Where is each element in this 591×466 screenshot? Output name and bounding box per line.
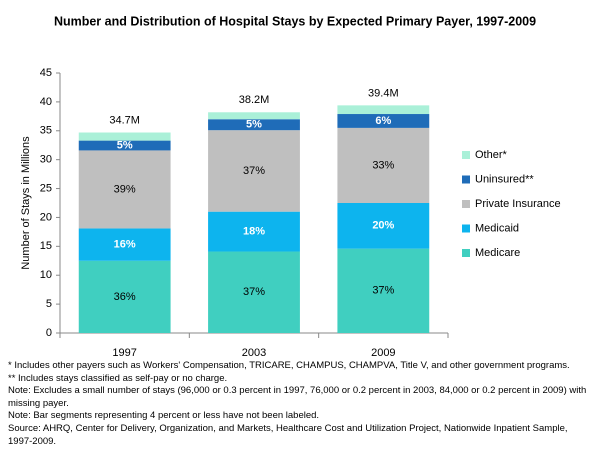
- segment-label: 37%: [243, 286, 265, 298]
- footnote: Note: Bar segments representing 4 percen…: [8, 410, 320, 422]
- chart-title: Number and Distribution of Hospital Stay…: [54, 14, 536, 28]
- segment-label: 37%: [372, 285, 394, 297]
- total-label: 38.2M: [239, 94, 270, 106]
- legend-swatch: [462, 224, 470, 233]
- bar-segment: [337, 127, 430, 203]
- total-label: 34.7M: [109, 114, 140, 126]
- x-tick-label: 1997: [112, 347, 136, 359]
- segment-label: 33%: [372, 159, 394, 171]
- footnote: Note: Excludes a small number of stays (…: [8, 385, 587, 409]
- footnote: Source: AHRQ, Center for Delivery, Organ…: [8, 422, 568, 447]
- y-tick-label: 35: [40, 125, 52, 137]
- bar-segment: [78, 228, 171, 261]
- segment-label: 5%: [117, 139, 133, 151]
- x-tick-label: 2003: [242, 347, 266, 359]
- legend-label: Medicaid: [475, 222, 519, 234]
- segment-label: 39%: [114, 183, 136, 195]
- legend-swatch: [462, 151, 470, 159]
- bar-segment: [78, 150, 171, 229]
- legend-label: Other*: [475, 149, 508, 161]
- bar-segment: [208, 119, 300, 131]
- legend-label: Private Insurance: [475, 198, 561, 210]
- footnote: ** Includes stays classified as self-pay…: [8, 372, 228, 384]
- segment-label: 20%: [372, 220, 394, 232]
- footnote: * Includes other payers such as Workers'…: [8, 360, 570, 371]
- segment-label: 18%: [243, 226, 265, 238]
- bar-segment: [208, 211, 300, 252]
- total-label: 39.4M: [368, 87, 399, 99]
- y-tick-label: 30: [40, 154, 52, 166]
- chart: Number and Distribution of Hospital Stay…: [20, 14, 561, 359]
- legend-label: Uninsured**: [475, 173, 534, 185]
- legend-label: Medicare: [475, 247, 520, 259]
- bar-segment: [208, 251, 300, 333]
- bar-segment: [337, 248, 430, 333]
- y-tick-label: 20: [40, 211, 52, 223]
- bar-segment: [78, 140, 171, 151]
- y-tick-label: 40: [40, 96, 52, 108]
- segment-label: 6%: [375, 115, 391, 127]
- bar-segment: [337, 114, 430, 128]
- legend-swatch: [462, 175, 470, 184]
- footnotes: * Includes other payers such as Workers'…: [8, 360, 588, 448]
- legend-swatch: [462, 200, 470, 208]
- segment-label: 5%: [246, 119, 262, 131]
- y-tick-label: 25: [40, 182, 52, 194]
- legend-swatch: [462, 249, 470, 257]
- bar-segment: [78, 260, 171, 333]
- y-tick-label: 10: [40, 269, 52, 281]
- segment-label: 36%: [114, 291, 136, 303]
- bar-segment: [337, 203, 430, 249]
- bar-segment: [337, 105, 430, 115]
- bar-segment: [208, 130, 300, 212]
- segment-label: 37%: [243, 165, 265, 177]
- segment-label: 16%: [114, 239, 136, 251]
- y-tick-label: 15: [40, 240, 52, 252]
- y-tick-label: 0: [46, 327, 52, 339]
- y-axis-label: Number of Stays in Millions: [20, 136, 32, 270]
- bar-segment: [208, 112, 300, 120]
- y-tick-label: 5: [46, 298, 52, 310]
- bar-segment: [78, 132, 171, 141]
- x-tick-label: 2009: [371, 347, 395, 359]
- y-tick-label: 45: [40, 67, 52, 79]
